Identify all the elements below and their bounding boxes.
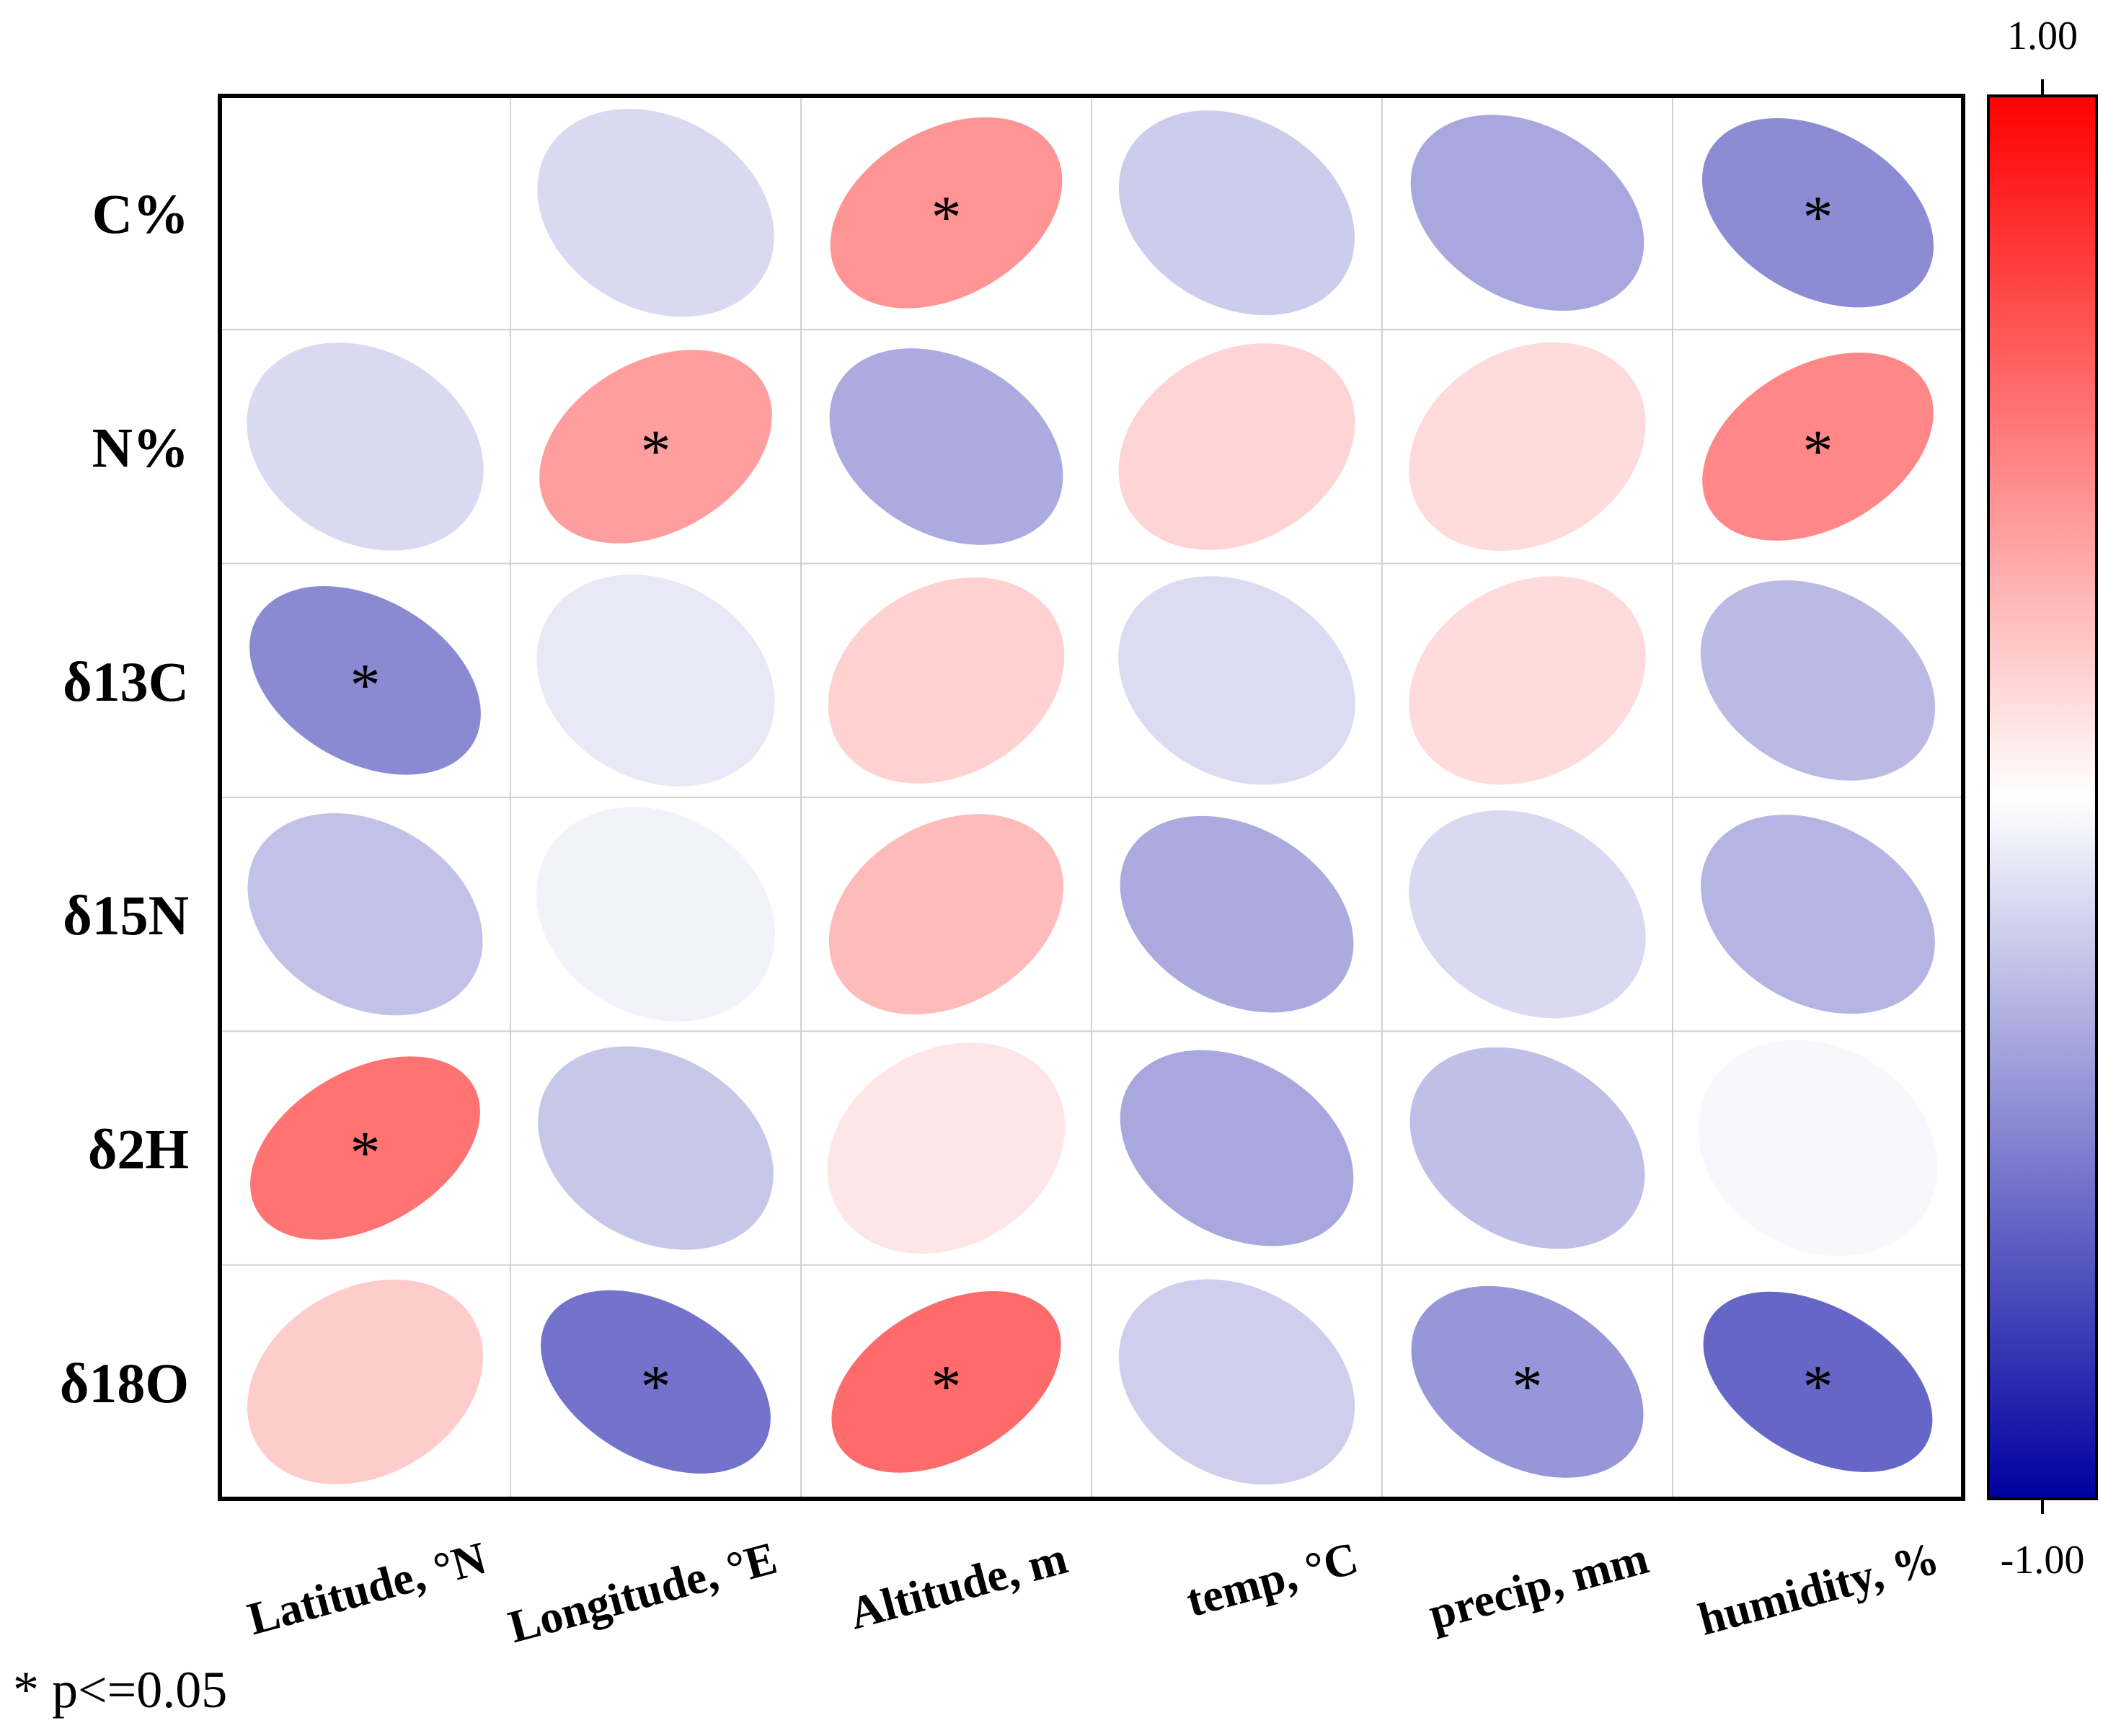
correlation-ellipse (830, 117, 1063, 309)
significance-note: * p<=0.05 (13, 1661, 227, 1719)
significance-marker: * (1803, 1353, 1833, 1420)
colorbar-gradient (1987, 94, 2098, 1500)
column-label: Longitude, °E (503, 1532, 782, 1652)
correlation-ellipse (831, 1290, 1061, 1473)
correlation-ellipse (1120, 1050, 1354, 1246)
correlation-ellipse (536, 574, 775, 787)
column-label: humidity, % (1693, 1532, 1944, 1645)
correlation-ellipse (1702, 353, 1934, 541)
column-label: temp, °C (1181, 1532, 1363, 1626)
correlation-ellipse (827, 1042, 1066, 1254)
significance-marker: * (1803, 184, 1833, 251)
significance-marker: * (350, 652, 381, 719)
correlation-ellipse (247, 1279, 484, 1484)
correlation-ellipse (829, 348, 1063, 545)
correlation-ellipse (247, 342, 484, 551)
correlation-ellipse (1701, 815, 1935, 1014)
row-label: δ18O (60, 1352, 189, 1414)
correlation-ellipse (249, 586, 481, 775)
significance-marker: * (1513, 1353, 1543, 1420)
significance-marker: * (350, 1120, 381, 1187)
plot-frame (218, 94, 1965, 1501)
ellipse-cells: * * * * * * * * * * (247, 108, 1938, 1485)
correlation-ellipse (1118, 576, 1355, 785)
correlation-ellipse (1410, 115, 1644, 311)
row-label: C% (92, 182, 189, 245)
column-label: precip, mm (1423, 1532, 1653, 1639)
row-label: N% (92, 417, 189, 479)
correlation-ellipse (1700, 580, 1936, 781)
significance-marker: * (641, 1353, 671, 1420)
correlation-ellipse (1409, 342, 1646, 552)
correlation-ellipse (250, 1056, 480, 1240)
correlation-ellipse (1702, 118, 1934, 308)
correlation-ellipse (1409, 576, 1646, 785)
correlation-ellipse (539, 350, 772, 544)
correlation-ellipse (1411, 1285, 1644, 1478)
colorbar-max-label: 1.00 (2007, 14, 2078, 58)
column-label: Altitude, m (844, 1532, 1072, 1639)
column-labels: Latitude, °N Longitude, °E Altitude, m temp… (242, 1532, 1944, 1652)
correlation-ellipse (536, 807, 775, 1022)
colorbar-min-label: -1.00 (2001, 1538, 2085, 1582)
correlation-ellipse (541, 1290, 771, 1474)
correlation-ellipse (1703, 1291, 1933, 1472)
colorbar: 1.00 -1.00 (1987, 14, 2098, 1582)
grid-lines (220, 96, 1963, 1499)
row-label: δ15N (63, 884, 189, 947)
row-label: δ13C (63, 650, 189, 713)
row-label: δ2H (88, 1118, 189, 1181)
correlation-ellipse (537, 108, 774, 317)
correlation-ellipse (828, 577, 1065, 784)
correlation-ellipse (1118, 1279, 1355, 1485)
correlation-ellipse (1409, 1047, 1645, 1249)
correlation-ellipse (828, 814, 1064, 1015)
significance-marker: * (1803, 418, 1833, 485)
row-labels: C% N% δ13C δ15N δ2H δ18O (60, 182, 189, 1414)
significance-marker: * (931, 1353, 962, 1420)
significance-marker: * (931, 184, 962, 251)
correlation-ellipse (1698, 1040, 1938, 1257)
correlation-ellipse (538, 1046, 774, 1250)
column-label: Latitude, °N (242, 1532, 491, 1644)
correlation-ellipse (1120, 815, 1354, 1013)
correlation-ellipse (247, 812, 483, 1016)
significance-marker: * (641, 418, 671, 485)
correlation-ellipse (1118, 343, 1355, 550)
correlation-ellipse (1409, 810, 1646, 1019)
correlation-ellipse (1118, 110, 1355, 316)
